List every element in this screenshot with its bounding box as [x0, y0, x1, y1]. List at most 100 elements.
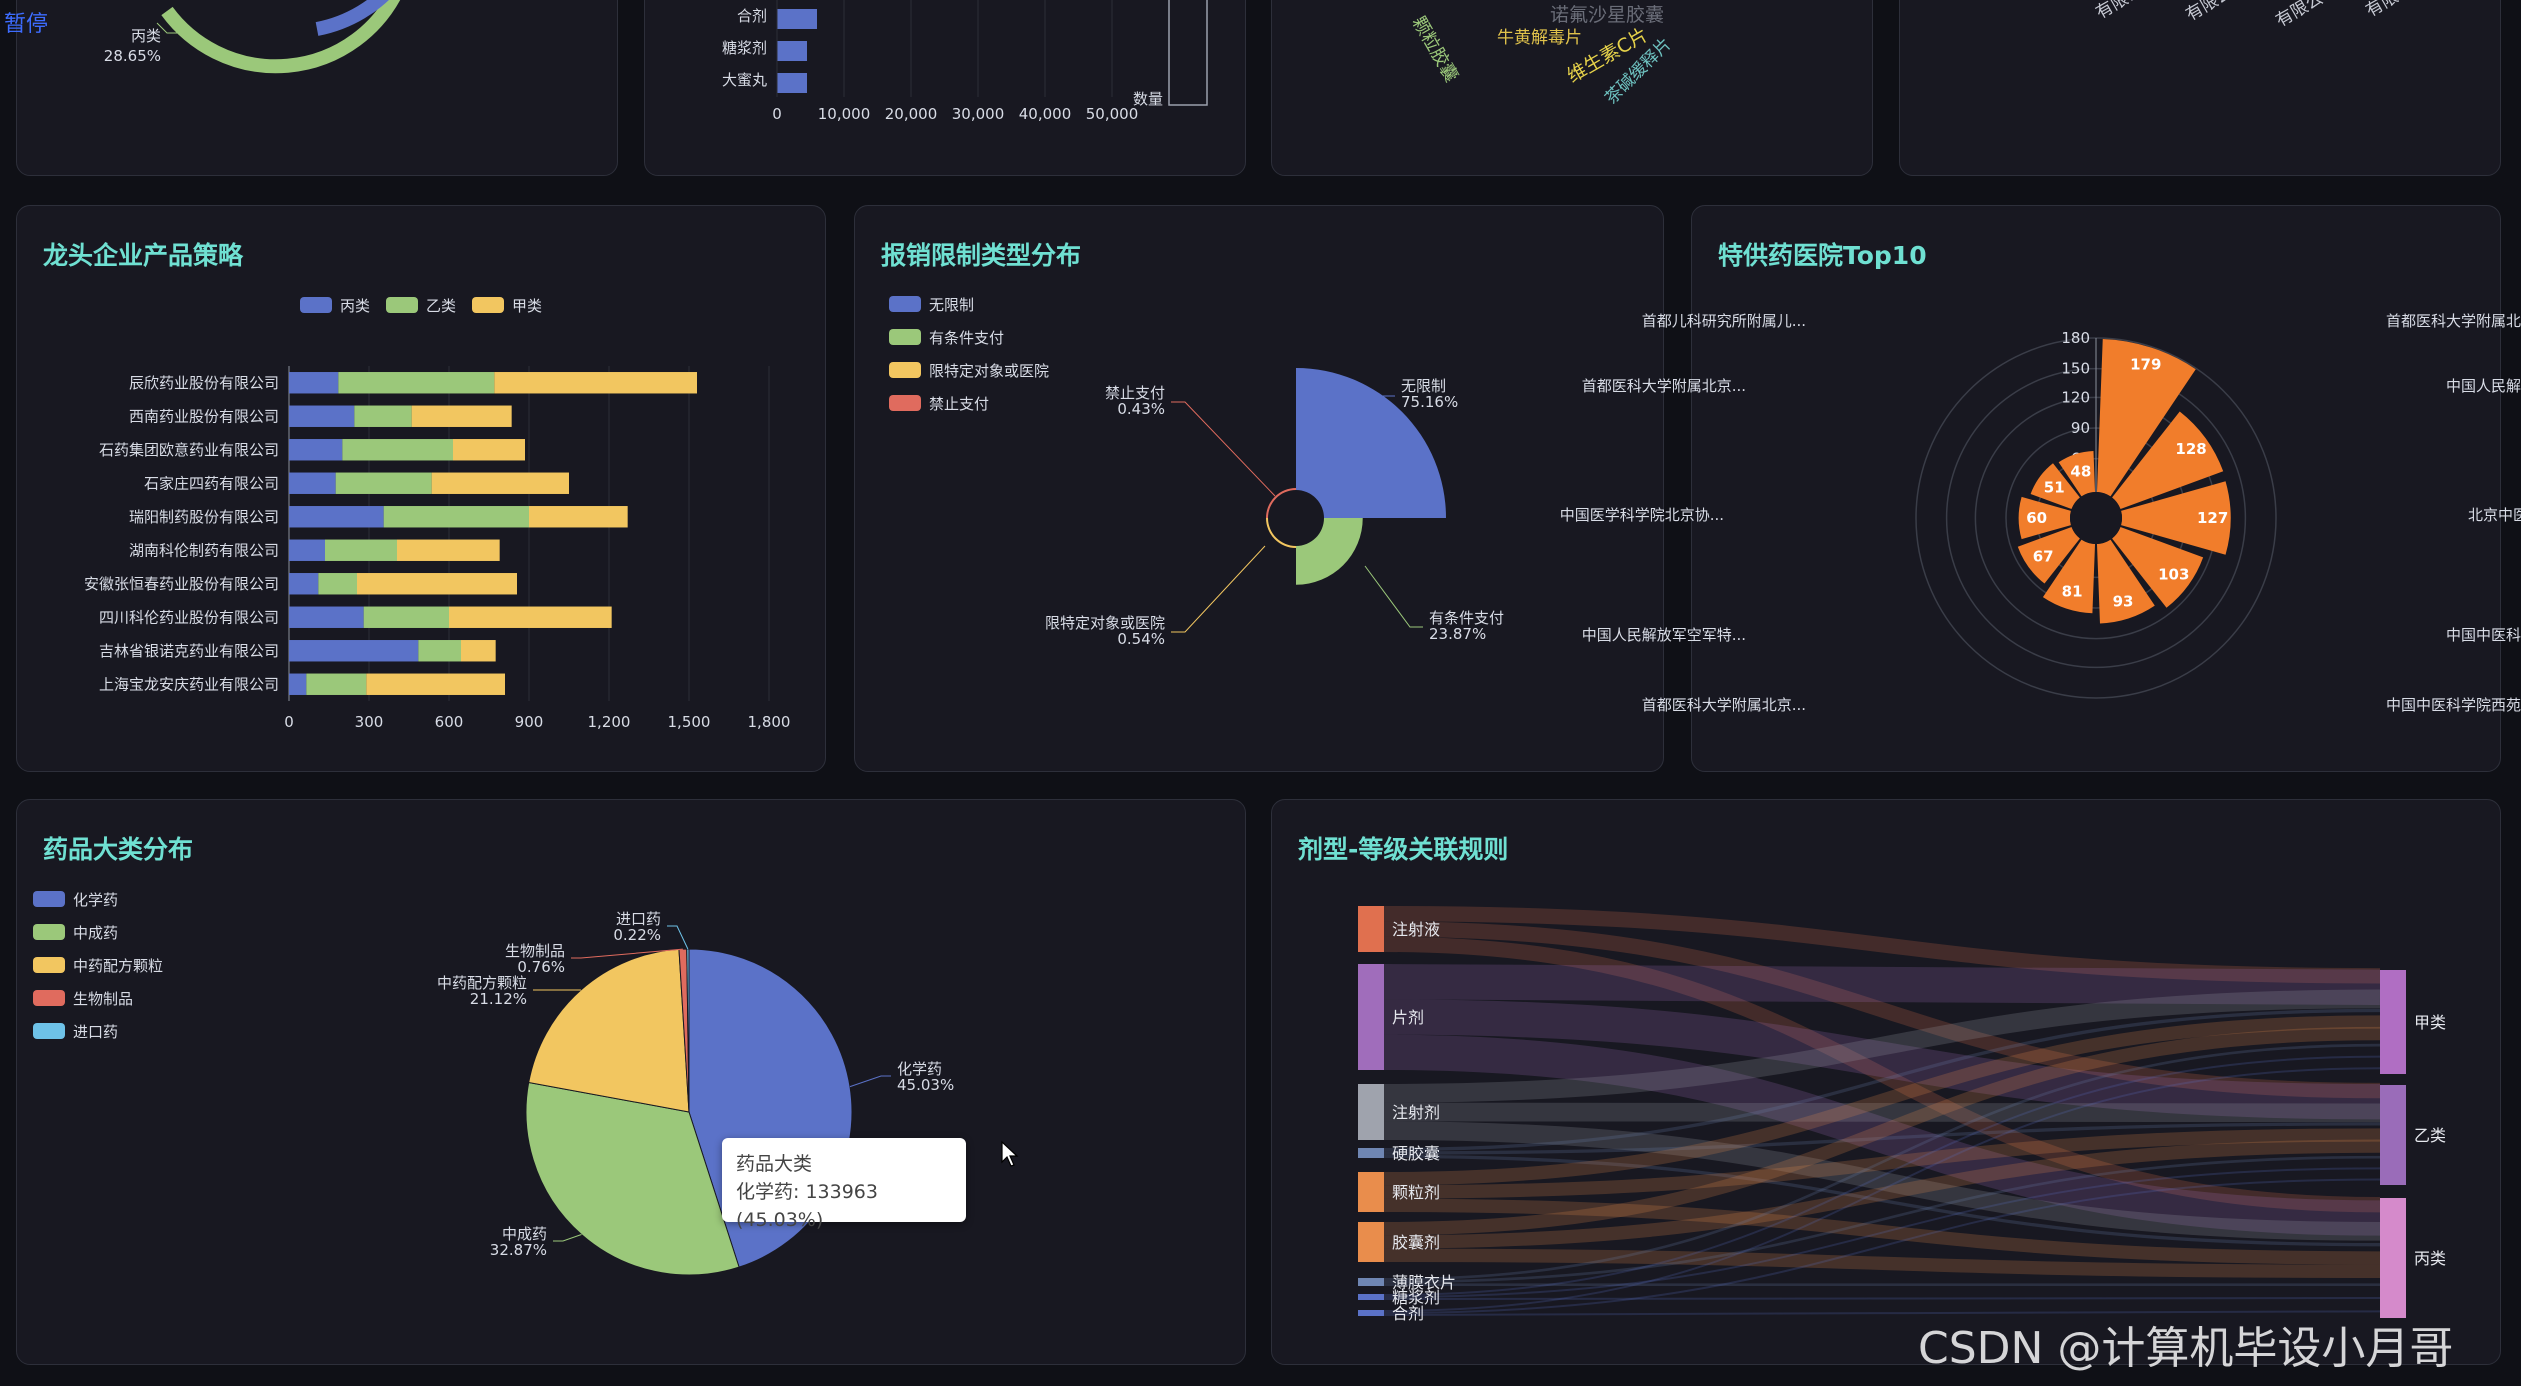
bar-乙类	[325, 539, 397, 561]
x-tick-label: 300	[355, 713, 384, 731]
polar-value-label: 179	[2130, 356, 2161, 374]
slice-pct: 0.43%	[1117, 400, 1165, 418]
sankey-target-label: 甲类	[2414, 1013, 2446, 1032]
legend-swatch	[889, 362, 921, 378]
category-label: 瑞阳制药股份有限公司	[129, 508, 279, 526]
panel-title: 报销限制类型分布	[881, 241, 1082, 270]
legend-swatch	[889, 395, 921, 411]
bar-乙类	[418, 640, 461, 662]
company-cloud: 有限公司 有限公司 有限公司 有限公司	[2093, 0, 2432, 31]
category-label: 西南药业股份有限公司	[129, 407, 279, 425]
slice-label: 中成药	[502, 1225, 547, 1243]
radius-tick-label: 150	[2061, 360, 2090, 378]
bar-丙类	[289, 372, 339, 394]
label-line	[1171, 545, 1266, 633]
bar-甲类	[461, 640, 496, 662]
legend-swatch	[472, 297, 504, 313]
bar-丙类	[289, 673, 307, 695]
x-tick-label: 30,000	[952, 105, 1005, 123]
sankey-source-node	[1358, 906, 1384, 952]
dosage-bar	[777, 73, 807, 93]
slice-label: 中药配方颗粒	[437, 974, 527, 992]
legend-label: 限特定对象或医院	[929, 362, 1049, 380]
hospital-label: 首都医科大学附属北京...	[1582, 377, 1746, 395]
dosage-bar	[777, 9, 817, 29]
hospital-label: 首都医科大学附属北京...	[2386, 312, 2521, 330]
hospital-label: 中国人民解放军总医院...	[2446, 377, 2521, 395]
panel-category: 药品大类分布 化学药 中成药 中药配方颗粒 生物制品 进口药 化学药 45.03% 中成药 32…	[16, 799, 1246, 1365]
hospital-label: 中国人民解放军空军特...	[1582, 626, 1746, 644]
sankey-link	[1383, 1055, 2381, 1296]
sankey-link	[1383, 1178, 2381, 1314]
legend-label: 化学药	[73, 891, 118, 909]
panel-wordcloud: 诺氟沙星胶囊 牛黄解毒片 维生素C片 茶碱缓释片 颗粒胶囊	[1271, 0, 1873, 176]
polar-value-label: 127	[2197, 509, 2228, 527]
bar-甲类	[411, 405, 512, 427]
panel-hospitals: 特供药医院Top10 60 90 120 150 180 179 128 127 103 93 81…	[1560, 205, 2521, 772]
bar-甲类	[366, 673, 505, 695]
polar-bar	[2112, 411, 2224, 510]
sankey-target-node	[2380, 970, 2406, 1074]
sankey-link	[1383, 1155, 2381, 1284]
chart-tooltip: 药品大类 化学药: 133963 (45.03%)	[722, 1138, 966, 1231]
cloud-word: 有限公司	[2093, 0, 2162, 23]
sankey-source-node	[1358, 1278, 1384, 1286]
category-label: 上海宝龙安庆药业有限公司	[99, 675, 279, 693]
sankey-link	[1383, 1248, 2381, 1278]
category-label: 辰欣药业股份有限公司	[129, 374, 279, 392]
rose-slice	[1266, 518, 1296, 548]
legend-label: 丙类	[340, 297, 370, 315]
sankey-link	[1383, 999, 2381, 1120]
mouse-cursor-icon	[1001, 1140, 1019, 1167]
rose-slice	[1296, 368, 1446, 518]
legend-swatch	[33, 1023, 65, 1039]
bar-乙类	[318, 573, 357, 595]
sankey-link	[1383, 1139, 2381, 1249]
sankey-source-label: 糖浆剂	[1392, 1288, 1440, 1307]
radius-tick-label: 180	[2061, 329, 2090, 347]
legend-swatch	[889, 329, 921, 345]
legend-swatch	[33, 990, 65, 1006]
sankey-source-label: 硬胶囊	[1392, 1144, 1440, 1163]
sankey-link	[1383, 1015, 2381, 1186]
category-label: 四川科伦药业股份有限公司	[99, 608, 279, 626]
slice-pct: 32.87%	[490, 1241, 547, 1259]
sankey-target-node	[2380, 1085, 2406, 1185]
sankey-source-node	[1358, 1148, 1384, 1158]
hospital-label: 首都医科大学附属北京...	[1642, 696, 1806, 714]
sankey-source-node	[1358, 1084, 1384, 1140]
dosage-bar	[777, 41, 807, 61]
bar-乙类	[335, 472, 432, 494]
ring-chart: 丙类 28.65%	[104, 0, 401, 74]
category-pie-chart: 化学药中成药中药配方颗粒生物制品进口药化学药45.03%中成药32.87%中药配…	[33, 891, 954, 1276]
label-line	[1171, 401, 1276, 497]
legend-swatch	[386, 297, 418, 313]
bar-丙类	[289, 640, 419, 662]
hospital-polar-chart: 6090120150180179128127103938167605148首都医…	[1560, 312, 2521, 714]
pause-button[interactable]: 暂停	[4, 12, 49, 37]
category-label: 石家庄四药有限公司	[144, 474, 279, 492]
sankey-source-node	[1358, 1172, 1384, 1212]
legend-label: 中成药	[73, 924, 118, 942]
label-line	[667, 925, 689, 950]
x-tick-label: 1,800	[748, 713, 791, 731]
panel-dosage-bar: 合剂 糖浆剂 大蜜丸 0 10,000 20,000 30,000 40,000 50,000 数…	[644, 0, 1246, 176]
slice-label: 化学药	[897, 1060, 942, 1078]
polar-bar	[2018, 496, 2071, 540]
category-label: 石药集团欧意药业有限公司	[99, 441, 279, 459]
sankey-link	[1383, 1121, 2381, 1241]
slice-pct: 0.76%	[517, 958, 565, 976]
legend-swatch	[300, 297, 332, 313]
x-tick-label: 1,200	[588, 713, 631, 731]
radius-tick-label: 120	[2061, 388, 2090, 406]
slice-label: 限特定对象或医院	[1045, 614, 1165, 632]
slice-pct: 23.87%	[1429, 625, 1486, 643]
polar-value-label: 67	[2033, 547, 2054, 565]
strategy-chart: 丙类 乙类 甲类 0 300 600 900 1,200 1,500 1,800 辰欣药业股份有限公…	[84, 297, 791, 731]
cloud-word: 颗粒胶囊	[1408, 13, 1462, 86]
bar-乙类	[363, 606, 449, 628]
cloud-word: 牛黄解毒片	[1497, 28, 1582, 48]
legend-swatch	[889, 296, 921, 312]
panel-title: 药品大类分布	[43, 835, 194, 864]
